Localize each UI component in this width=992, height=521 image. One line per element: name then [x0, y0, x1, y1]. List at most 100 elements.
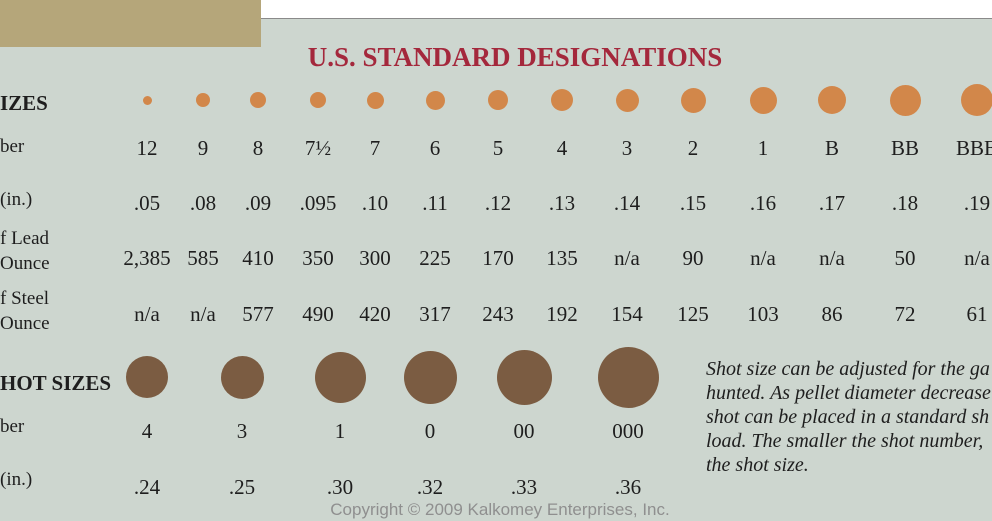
lead-pellet-icon [818, 86, 846, 114]
diameter-cell: .16 [749, 191, 777, 215]
buckshot-number-cell: 000 [612, 419, 644, 443]
buckshot-pellet-icon [314, 351, 366, 403]
steel-pellet-count-cell: 154 [611, 302, 643, 326]
steel-pellet-count-cell: n/a [134, 302, 160, 326]
steel-pellet-count-cell: n/a [190, 302, 216, 326]
steel-pellet-count-cell: 243 [482, 302, 514, 326]
buckshot-diameter-cell: .33 [510, 475, 538, 499]
lead-pellet-icon [680, 87, 706, 113]
lead-pellet-icon [366, 91, 384, 109]
shot-number-cell: 4 [556, 136, 568, 160]
buckshot-number-cell: 0 [424, 419, 436, 443]
diameter-cell: .095 [299, 191, 337, 215]
note-line: the shot size. [706, 454, 809, 476]
lead-pellet-icon [749, 86, 777, 114]
copyright-notice: Copyright © 2009 Kalkomey Enterprises, I… [330, 500, 670, 519]
note-line: Shot size can be adjusted for the ga [706, 358, 990, 380]
lead-pellet-icon [551, 89, 573, 111]
buckshot-diameter-label: (in.) [0, 469, 33, 490]
shot-number-cell: 5 [492, 136, 504, 160]
lead-pellet-count-cell: n/a [614, 246, 640, 270]
shot-number-cell: 8 [252, 136, 264, 160]
buckshot-heading: HOT SIZES [0, 371, 112, 395]
note-line: hunted. As pellet diameter decrease [706, 382, 991, 404]
buckshot-pellet-icon [597, 346, 659, 408]
diameter-cell: .14 [613, 191, 641, 215]
lead-pellets-label-line2: Ounce [0, 253, 50, 274]
diameter-cell: .19 [963, 191, 991, 215]
buckshot-number-cell: 3 [236, 419, 248, 443]
shot-number-cell: BB [890, 136, 919, 160]
diameter-cell: .17 [818, 191, 846, 215]
shot-number-cell: BBB [955, 136, 992, 160]
diameter-cell: .05 [133, 191, 161, 215]
lead-pellet-icon [250, 92, 266, 108]
lead-pellet-icon [142, 95, 152, 105]
lead-number-label: ber [0, 136, 25, 157]
buckshot-number-cell: 4 [141, 419, 153, 443]
note-line: load. The smaller the shot number, [706, 430, 984, 452]
buckshot-diameter-cell: .30 [326, 475, 354, 499]
buckshot-pellet-icon [403, 350, 457, 404]
steel-pellets-label-line1: f Steel [0, 288, 50, 309]
diameter-cell: .10 [361, 191, 389, 215]
steel-pellet-count-cell: 61 [966, 302, 988, 326]
lead-pellet-icon [889, 84, 921, 116]
lead-pellet-count-cell: n/a [964, 246, 990, 270]
steel-pellet-count-cell: 192 [546, 302, 578, 326]
lead-pellet-count-cell: 170 [482, 246, 514, 270]
steel-pellet-count-cell: 490 [302, 302, 334, 326]
lead-pellet-count-cell: 2,385 [123, 246, 171, 270]
lead-pellet-count-cell: 585 [187, 246, 219, 270]
lead-pellet-icon [961, 84, 992, 116]
lead-pellet-count-cell: 90 [682, 246, 704, 270]
diameter-cell: .15 [679, 191, 707, 215]
diameter-cell: .18 [891, 191, 919, 215]
shot-number-cell: 12 [136, 136, 158, 160]
lead-pellet-icon [488, 90, 508, 110]
shot-number-cell: 1 [757, 136, 769, 160]
lead-pellet-icon [615, 88, 639, 112]
lead-pellet-count-cell: 300 [359, 246, 391, 270]
steel-pellet-count-cell: 577 [242, 302, 274, 326]
shot-number-cell: 3 [621, 136, 633, 160]
lead-pellet-icon [310, 92, 326, 108]
buckshot-diameter-cell: .25 [228, 475, 256, 499]
shot-number-cell: 7 [369, 136, 381, 160]
lead-pellet-icon [425, 90, 445, 110]
lead-pellet-count-cell: 410 [242, 246, 274, 270]
steel-pellet-count-cell: 86 [821, 302, 843, 326]
steel-pellet-count-cell: 72 [894, 302, 916, 326]
note-line: shot can be placed in a standard sh [706, 406, 990, 428]
buckshot-number-cell: 00 [513, 419, 535, 443]
shot-number-cell: 7½ [304, 136, 332, 160]
lead-pellet-count-cell: n/a [819, 246, 845, 270]
lead-pellet-icon [196, 93, 210, 107]
shot-number-cell: B [824, 136, 839, 160]
lead-pellet-count-cell: 225 [419, 246, 451, 270]
buckshot-number-cell: 1 [334, 419, 346, 443]
shot-number-cell: 6 [429, 136, 441, 160]
shot-size-note: Shot size can be adjusted for the ga hun… [706, 357, 992, 477]
diameter-cell: .08 [189, 191, 217, 215]
lead-pellet-count-cell: n/a [750, 246, 776, 270]
buckshot-diameter-cell: .32 [416, 475, 444, 499]
lead-pellets-label-line1: f Lead [0, 228, 50, 249]
diameter-cell: .09 [244, 191, 272, 215]
buckshot-pellet-icon [496, 349, 552, 405]
page-title: U.S. STANDARD DESIGNATIONS [307, 42, 723, 72]
buckshot-diameter-cell: .36 [614, 475, 642, 499]
diameter-cell: .12 [484, 191, 512, 215]
lead-diameter-label: (in.) [0, 189, 33, 210]
shot-number-cell: 2 [687, 136, 699, 160]
lead-shot-heading: IZES [0, 91, 48, 115]
buckshot-number-label: ber [0, 416, 25, 437]
steel-pellet-count-cell: 125 [677, 302, 709, 326]
header-tab [0, 0, 261, 47]
buckshot-pellet-icon [220, 355, 264, 399]
diameter-cell: .13 [548, 191, 576, 215]
lead-pellet-count-cell: 135 [546, 246, 578, 270]
steel-pellet-count-cell: 420 [359, 302, 391, 326]
steel-pellets-label-line2: Ounce [0, 313, 50, 334]
steel-pellet-count-cell: 317 [419, 302, 451, 326]
